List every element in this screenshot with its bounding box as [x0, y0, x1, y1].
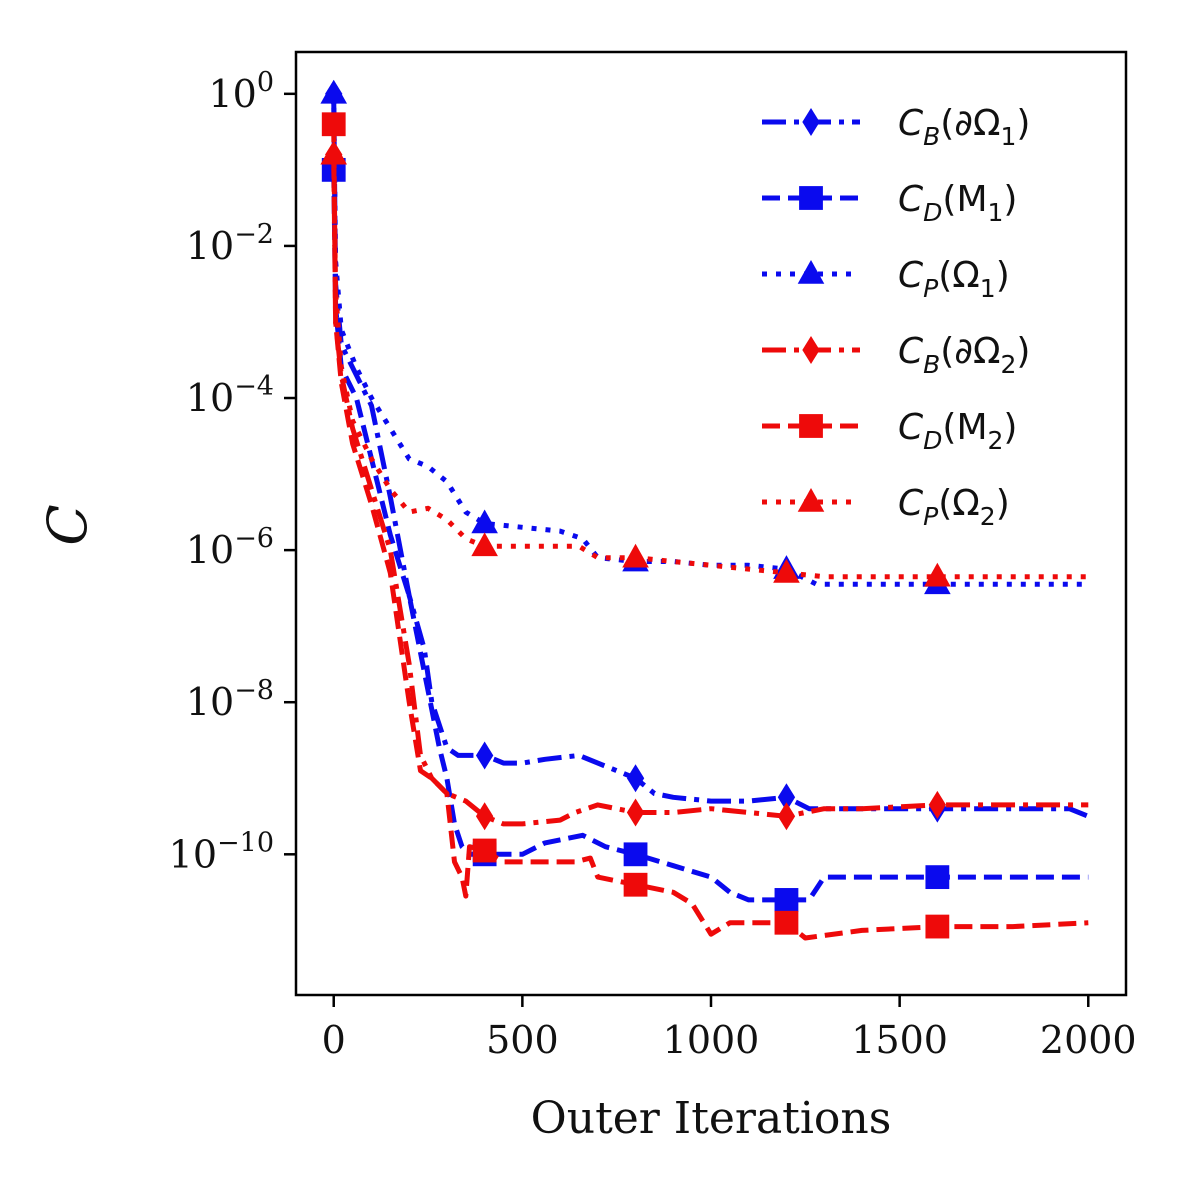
data-point	[623, 842, 648, 867]
data-point	[623, 872, 648, 897]
legend-marker	[799, 186, 823, 210]
y-tick-label: 10−8	[186, 675, 274, 724]
series-layer	[320, 79, 1090, 941]
data-point	[472, 838, 497, 863]
legend-item: CB(∂Ω2)	[762, 331, 1030, 379]
x-tick-label: 2000	[1040, 1018, 1137, 1062]
legend-item: CP(Ω2)	[762, 483, 1010, 531]
legend: CB(∂Ω1) CD(M1) CP(Ω1) CB(∂Ω2) CD(M2) CP(Ω2)	[762, 103, 1030, 531]
data-point	[475, 741, 494, 770]
x-tick-label: 0	[322, 1018, 346, 1062]
legend-marker	[797, 488, 825, 512]
series-C_P(Ω_2)	[320, 140, 1089, 587]
legend-label: CB(∂Ω1)	[898, 103, 1030, 151]
legend-item: CB(∂Ω1)	[762, 103, 1030, 151]
data-point	[475, 802, 494, 831]
x-tick-label: 1500	[851, 1018, 948, 1062]
data-point	[321, 112, 346, 137]
data-point	[925, 865, 950, 890]
axes-layer: 0 500 1000 1500 2000 100 10−2 10−4 10−6 10−8 10−10	[169, 67, 1137, 1062]
data-point	[471, 532, 498, 557]
data-point	[924, 562, 951, 587]
legend-label: CB(∂Ω2)	[898, 331, 1030, 379]
legend-item: CD(M2)	[762, 407, 1017, 455]
data-point	[320, 140, 348, 165]
legend-marker	[797, 260, 825, 284]
data-point	[471, 509, 498, 534]
x-axis-title: Outer Iterations	[531, 1093, 892, 1144]
series-line	[331, 169, 1089, 903]
legend-label: CP(Ω2)	[898, 483, 1010, 531]
y-axis-title: C	[36, 504, 99, 545]
legend-item: CD(M1)	[762, 179, 1017, 227]
data-point	[774, 888, 799, 912]
series-C_D(M_2)	[321, 112, 1089, 941]
legend-marker	[802, 336, 820, 364]
data-point	[622, 543, 649, 568]
series-line	[331, 154, 1089, 580]
data-point	[777, 802, 796, 831]
data-point	[774, 910, 799, 935]
y-tick-label: 10−2	[186, 219, 274, 268]
data-point	[773, 558, 800, 583]
series-line	[331, 93, 1089, 587]
data-point	[925, 914, 950, 939]
data-point	[320, 79, 348, 104]
y-tick-label: 10−10	[169, 827, 274, 876]
series-line	[331, 154, 1089, 827]
legend-item: CP(Ω1)	[762, 255, 1010, 303]
data-point	[777, 783, 796, 812]
legend-marker	[802, 108, 820, 136]
plot-area	[296, 52, 1126, 995]
x-tick-label: 500	[486, 1018, 559, 1062]
legend-label: CD(M1)	[898, 179, 1017, 227]
x-tick-label: 1000	[663, 1018, 760, 1062]
y-tick-label: 100	[208, 67, 274, 116]
data-point	[626, 764, 645, 793]
data-point	[928, 790, 947, 819]
legend-label: CD(M2)	[898, 407, 1017, 455]
legend-marker	[799, 414, 823, 438]
y-tick-label: 10−4	[186, 371, 274, 420]
series-line	[331, 124, 1089, 941]
data-point	[626, 798, 645, 827]
y-tick-label: 10−6	[186, 523, 274, 572]
legend-label: CP(Ω1)	[898, 255, 1010, 303]
